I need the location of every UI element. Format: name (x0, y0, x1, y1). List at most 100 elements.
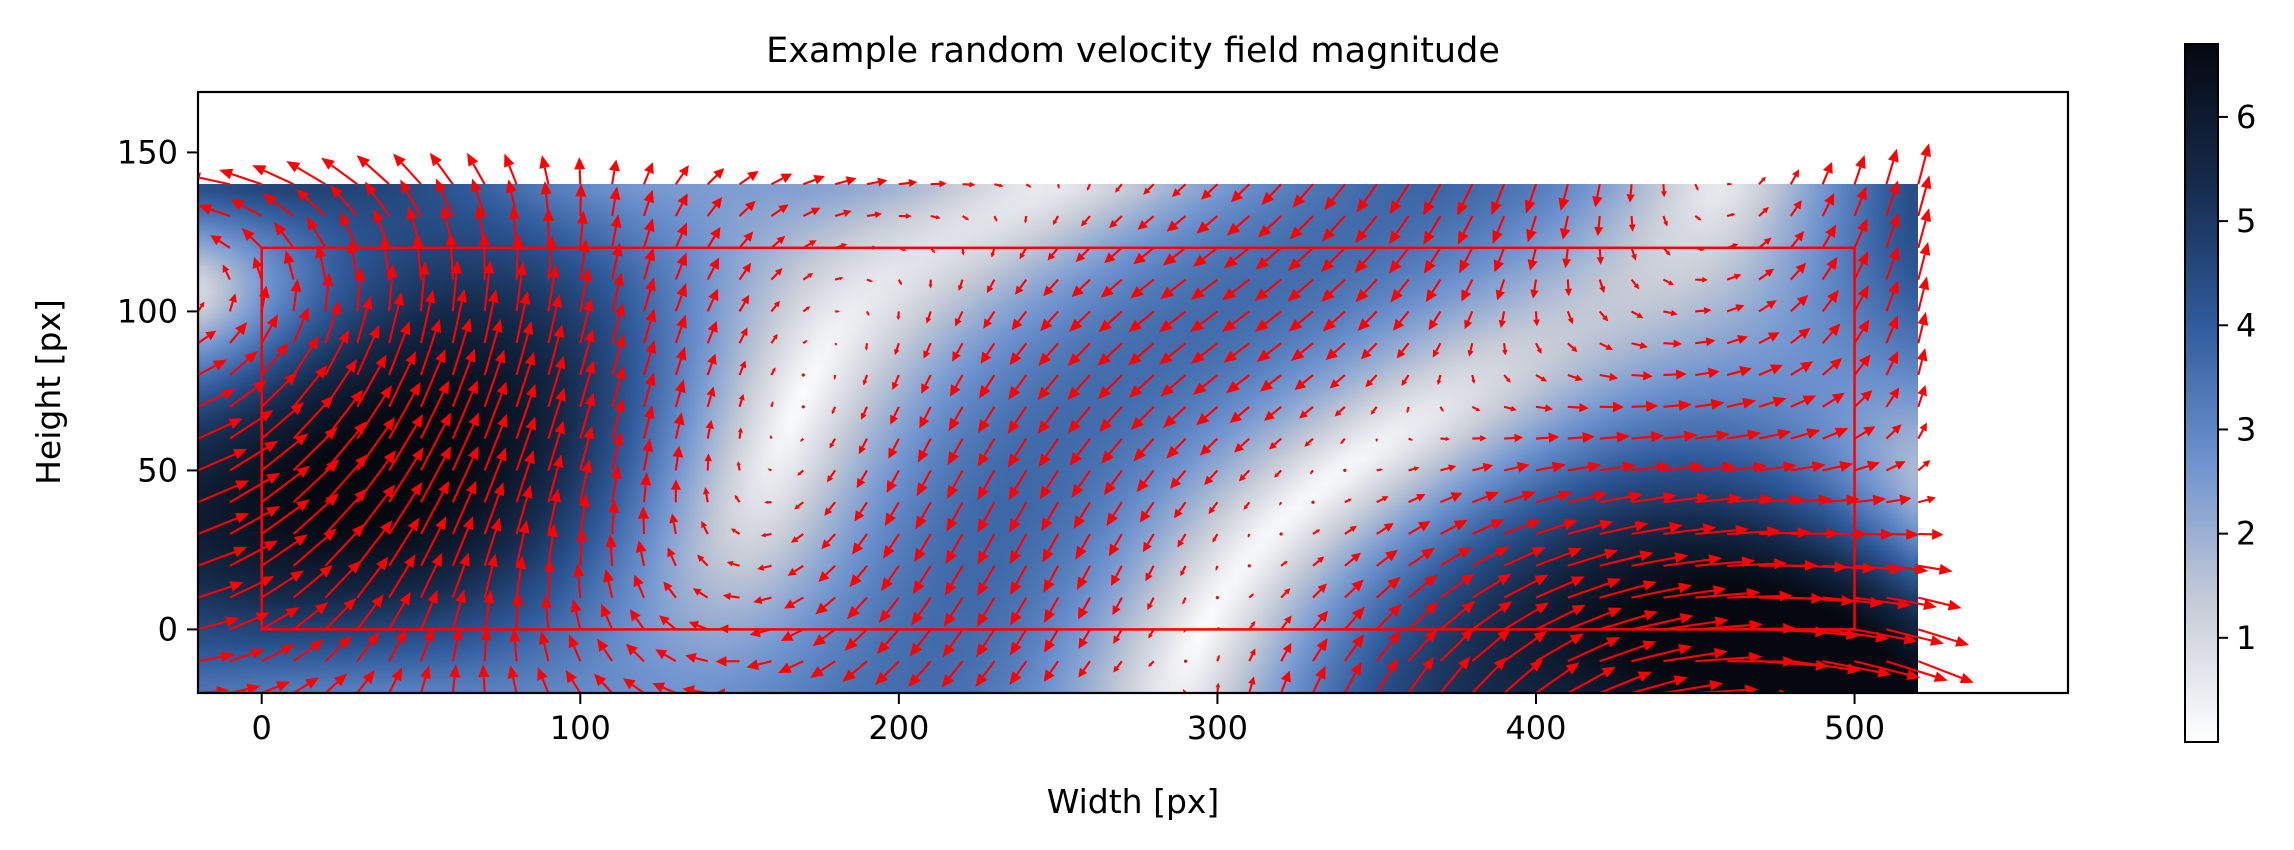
velocity-arrow (547, 355, 566, 408)
velocity-arrow (1917, 175, 1932, 217)
velocity-arrow (540, 594, 552, 630)
velocity-arrow (1321, 278, 1346, 302)
velocity-arrow (579, 360, 596, 408)
velocity-arrow (1223, 246, 1250, 269)
velocity-arrow (674, 283, 687, 312)
velocity-arrow (1790, 428, 1821, 440)
velocity-arrow (1790, 231, 1805, 249)
velocity-arrow (1073, 501, 1091, 530)
velocity-arrow (1439, 656, 1471, 693)
velocity-arrow (1234, 437, 1250, 453)
velocity-arrow (1008, 469, 1028, 501)
velocity-arrow (790, 533, 804, 543)
velocity-arrow (608, 499, 620, 535)
velocity-arrow (977, 469, 996, 501)
velocity-arrow (1229, 406, 1250, 424)
velocity-arrow (715, 688, 740, 693)
velocity-arrow (629, 609, 645, 631)
velocity-arrow (356, 670, 375, 693)
velocity-arrow (983, 310, 996, 329)
velocity-arrow (198, 616, 240, 631)
velocity-arrow (1238, 469, 1251, 482)
velocity-arrow (1127, 342, 1155, 366)
velocity-arrow (1439, 628, 1474, 662)
velocity-arrow (911, 597, 932, 626)
velocity-arrow (815, 596, 836, 615)
velocity-arrow (674, 314, 687, 344)
velocity-arrow (880, 565, 900, 592)
velocity-arrow (1663, 399, 1692, 411)
velocity-arrow (1558, 183, 1570, 211)
velocity-arrow (1917, 311, 1929, 344)
velocity-arrow (1436, 374, 1442, 385)
velocity-arrow (833, 692, 836, 693)
velocity-arrow (1396, 342, 1410, 359)
velocity-arrow (1078, 628, 1091, 649)
velocity-arrow (1052, 215, 1060, 225)
velocity-arrow (834, 276, 844, 281)
velocity-arrow (515, 320, 534, 376)
x-tick-label: 100 (550, 709, 611, 747)
velocity-arrow (980, 342, 996, 364)
velocity-arrow (1853, 186, 1867, 217)
velocity-arrow (292, 602, 329, 631)
velocity-arrow (1567, 374, 1583, 382)
velocity-arrow (611, 333, 626, 376)
velocity-arrow (1038, 438, 1059, 468)
velocity-arrow (1148, 660, 1155, 667)
velocity-arrow (1886, 660, 1948, 682)
velocity-arrow (1190, 278, 1219, 300)
velocity-arrow (1853, 154, 1866, 185)
velocity-arrow (706, 197, 723, 217)
velocity-arrow (794, 501, 804, 510)
velocity-arrow (1498, 311, 1506, 329)
velocity-arrow (578, 493, 590, 535)
velocity-arrow (770, 367, 776, 376)
velocity-arrow (1726, 334, 1748, 345)
velocity-arrow (1280, 670, 1291, 693)
velocity-arrow (1440, 436, 1450, 441)
velocity-arrow (706, 168, 725, 185)
velocity-arrow (515, 555, 527, 598)
velocity-arrow (706, 257, 720, 281)
velocity-arrow (388, 414, 424, 471)
velocity-arrow (1248, 648, 1256, 662)
velocity-arrow (1280, 588, 1291, 599)
velocity-arrow (1354, 247, 1378, 273)
velocity-arrow (824, 501, 836, 516)
velocity-arrow (1344, 498, 1352, 504)
velocity-arrow (1023, 215, 1028, 224)
velocity-arrow (1215, 565, 1219, 571)
velocity-arrow (866, 310, 870, 317)
velocity-arrow (770, 173, 793, 186)
colorbar-tick-label: 5 (2236, 202, 2256, 240)
velocity-arrow (1885, 148, 1899, 185)
velocity-arrow (261, 534, 308, 567)
velocity-arrow (757, 564, 772, 571)
velocity-arrow (1471, 657, 1507, 693)
velocity-arrow (1599, 431, 1630, 443)
velocity-arrow (957, 279, 964, 292)
velocity-arrow (1886, 692, 1890, 693)
velocity-arrow (977, 533, 996, 565)
velocity-arrow (1917, 660, 1974, 684)
velocity-arrow (515, 519, 530, 567)
velocity-arrow (1392, 310, 1410, 331)
velocity-arrow (611, 272, 624, 312)
velocity-arrow (760, 532, 772, 538)
velocity-arrow (198, 388, 236, 408)
velocity-arrow (930, 180, 947, 188)
velocity-arrow (736, 461, 741, 471)
velocity-arrow (642, 438, 654, 471)
velocity-arrow (1596, 247, 1605, 265)
velocity-arrow (1199, 437, 1219, 456)
velocity-arrow (400, 179, 422, 217)
velocity-arrow (1067, 342, 1091, 367)
velocity-arrow (1025, 183, 1032, 188)
velocity-arrow (950, 374, 964, 397)
velocity-arrow (1312, 529, 1321, 535)
velocity-arrow (1011, 310, 1028, 331)
velocity-arrow (293, 677, 320, 693)
velocity-arrow (977, 565, 996, 597)
velocity-arrow (770, 401, 774, 408)
